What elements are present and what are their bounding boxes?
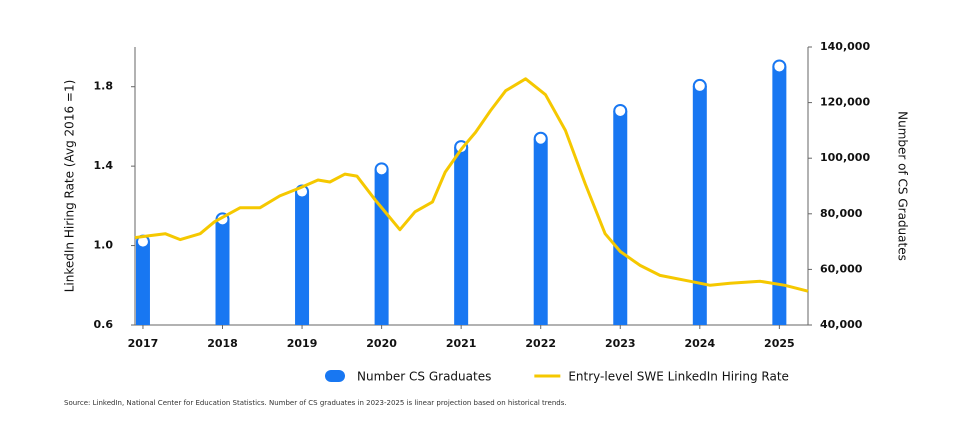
bar-marker [613,103,628,118]
y-tick-label: 0.6 [94,318,114,331]
y2-tick-label: 40,000 [820,318,863,331]
y2-tick-label: 60,000 [820,262,863,275]
y2-tick-label: 120,000 [820,96,870,109]
bar [692,85,707,325]
x-tick-label: 2017 [128,337,159,350]
bar-marker [772,59,787,74]
bar [772,66,787,326]
y-tick-label: 1.0 [94,239,114,252]
legend-label: Entry-level SWE LinkedIn Hiring Rate [568,370,789,384]
bar [533,138,548,325]
bar-marker [692,78,707,93]
legend-label: Number CS Graduates [357,370,491,384]
source-note: Source: LinkedIn, National Center for Ed… [64,399,567,407]
y2-axis-title: Number of CS Graduates [896,111,910,261]
bar-marker [533,131,548,146]
x-tick-label: 2018 [207,337,238,350]
x-tick-label: 2021 [446,337,477,350]
x-tick-label: 2024 [684,337,715,350]
x-tick-label: 2020 [366,337,397,350]
bar [135,241,150,325]
bar [613,110,628,325]
y-axis-title: LinkedIn Hiring Rate (Avg 2016 =1) [63,80,77,293]
x-tick-label: 2025 [764,337,795,350]
bar [454,147,469,325]
x-tick-label: 2019 [287,337,318,350]
bar [374,169,389,325]
y-tick-label: 1.8 [94,80,114,93]
y2-tick-label: 140,000 [820,40,870,53]
bar-marker [374,162,389,177]
y2-tick-label: 80,000 [820,207,863,220]
bar [295,191,310,325]
y2-tick-label: 100,000 [820,151,870,164]
legend-swatch [325,370,345,382]
line [134,77,809,293]
x-tick-label: 2023 [605,337,636,350]
bar [215,219,230,325]
y-tick-label: 1.4 [94,159,114,172]
x-tick-label: 2022 [525,337,556,350]
